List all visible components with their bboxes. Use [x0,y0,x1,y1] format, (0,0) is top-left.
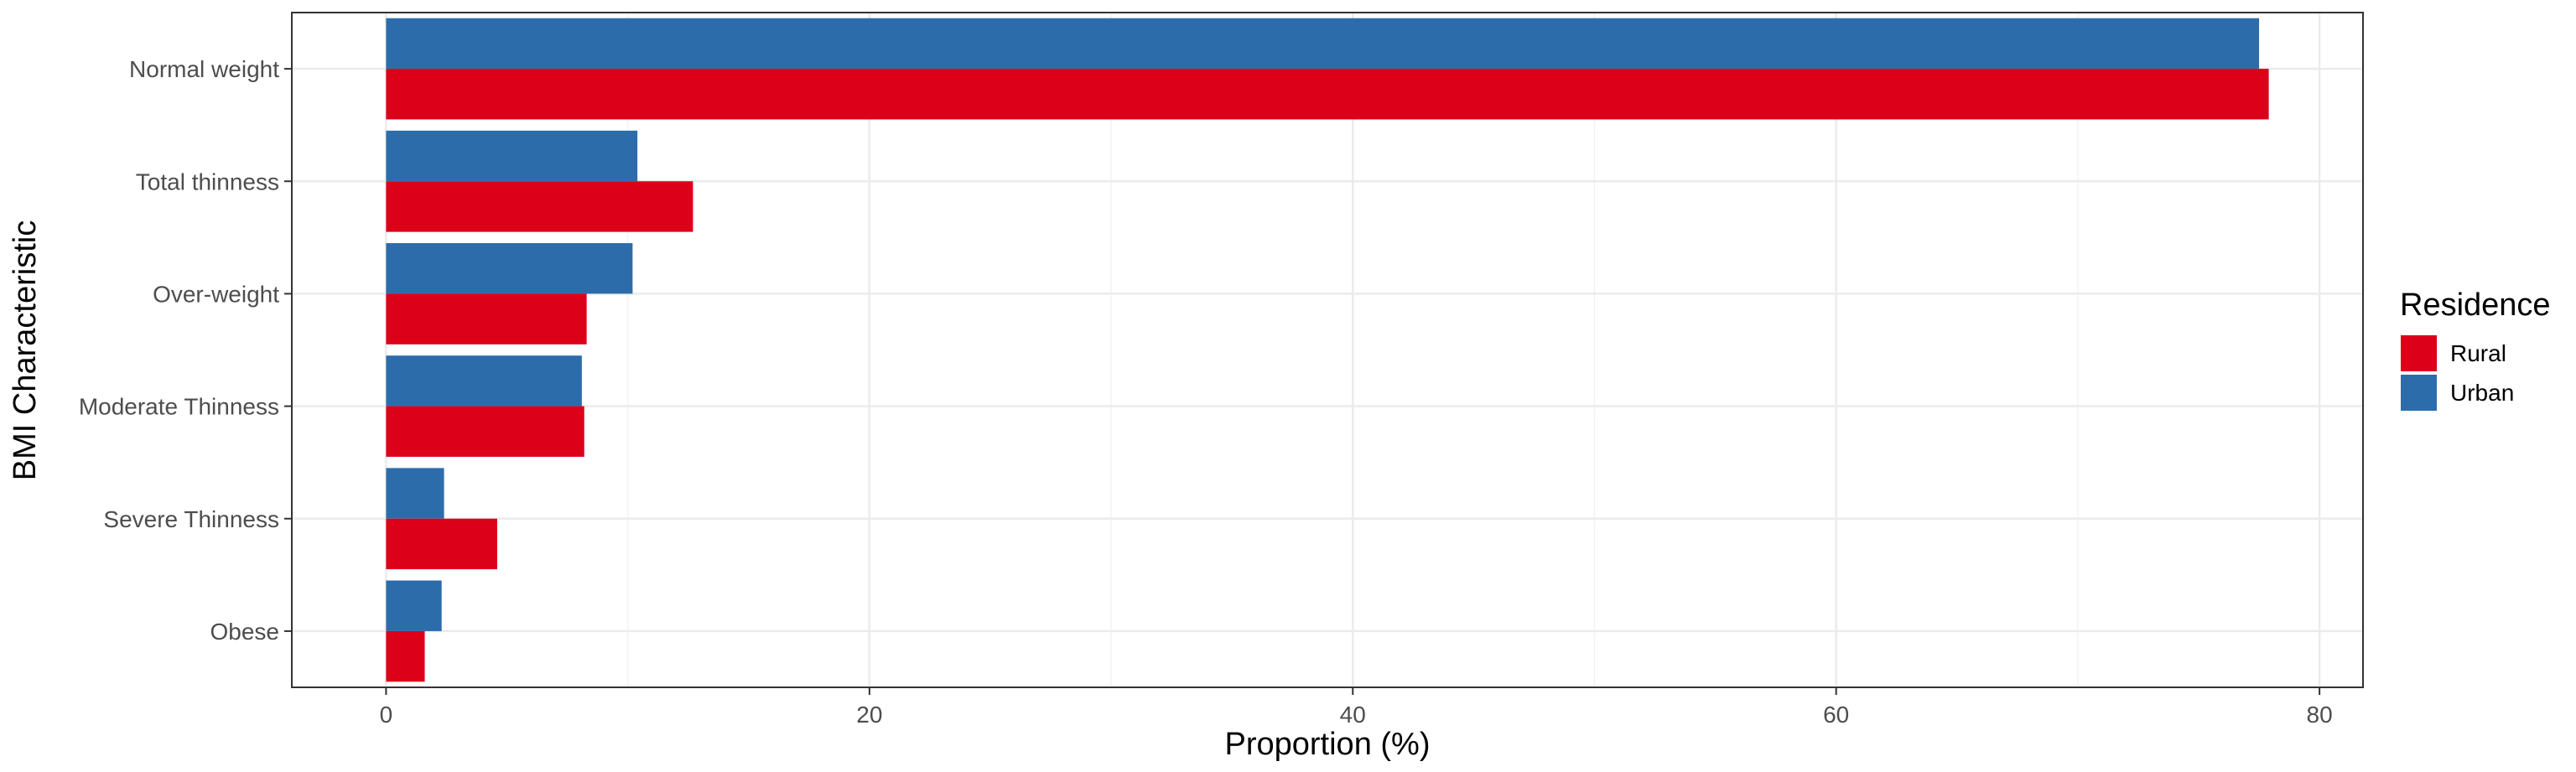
x-axis-title: Proportion (%) [1225,727,1431,762]
legend-label-urban: Urban [2450,380,2514,406]
y-tick-label: Severe Thinness [103,506,279,532]
bars [386,18,2269,682]
bar-rural [386,518,497,570]
bar-rural [386,293,587,345]
y-tick-label: Over-weight [153,281,279,307]
x-tick-label: 80 [2307,702,2333,728]
x-tick-label: 40 [1340,702,1366,728]
bar-urban [386,243,633,294]
x-tick-label: 20 [856,702,882,728]
bar-rural [386,406,584,457]
bar-urban [386,130,638,182]
panel-border [291,12,2364,688]
y-axis-title: BMI Characteristic [8,220,43,480]
y-tick-label: Obese [210,619,280,645]
bar-urban [386,468,444,519]
x-tick-label: 60 [1823,702,1849,728]
bar-rural [386,630,425,682]
legend-label-rural: Rural [2450,340,2506,366]
legend-key-rural [2401,335,2437,371]
bar-urban [386,355,582,407]
y-tick-label: Moderate Thinness [79,394,279,420]
legend-key-urban [2401,375,2437,411]
y-axis: Normal weight Total thinness Over-weight Mo… [79,56,292,645]
x-tick-label: 0 [380,702,393,728]
panel-background [292,13,2363,687]
legend: Residence Rural Urban [2400,288,2551,411]
bar-rural [386,69,2269,120]
y-tick-label: Normal weight [129,56,279,82]
y-tick-label: Total thinness [136,168,279,194]
bar-urban [386,18,2260,70]
x-axis: 0 20 40 60 80 [380,687,2333,728]
bar-rural [386,181,693,232]
legend-title: Residence [2400,288,2551,323]
bar-urban [386,580,442,631]
